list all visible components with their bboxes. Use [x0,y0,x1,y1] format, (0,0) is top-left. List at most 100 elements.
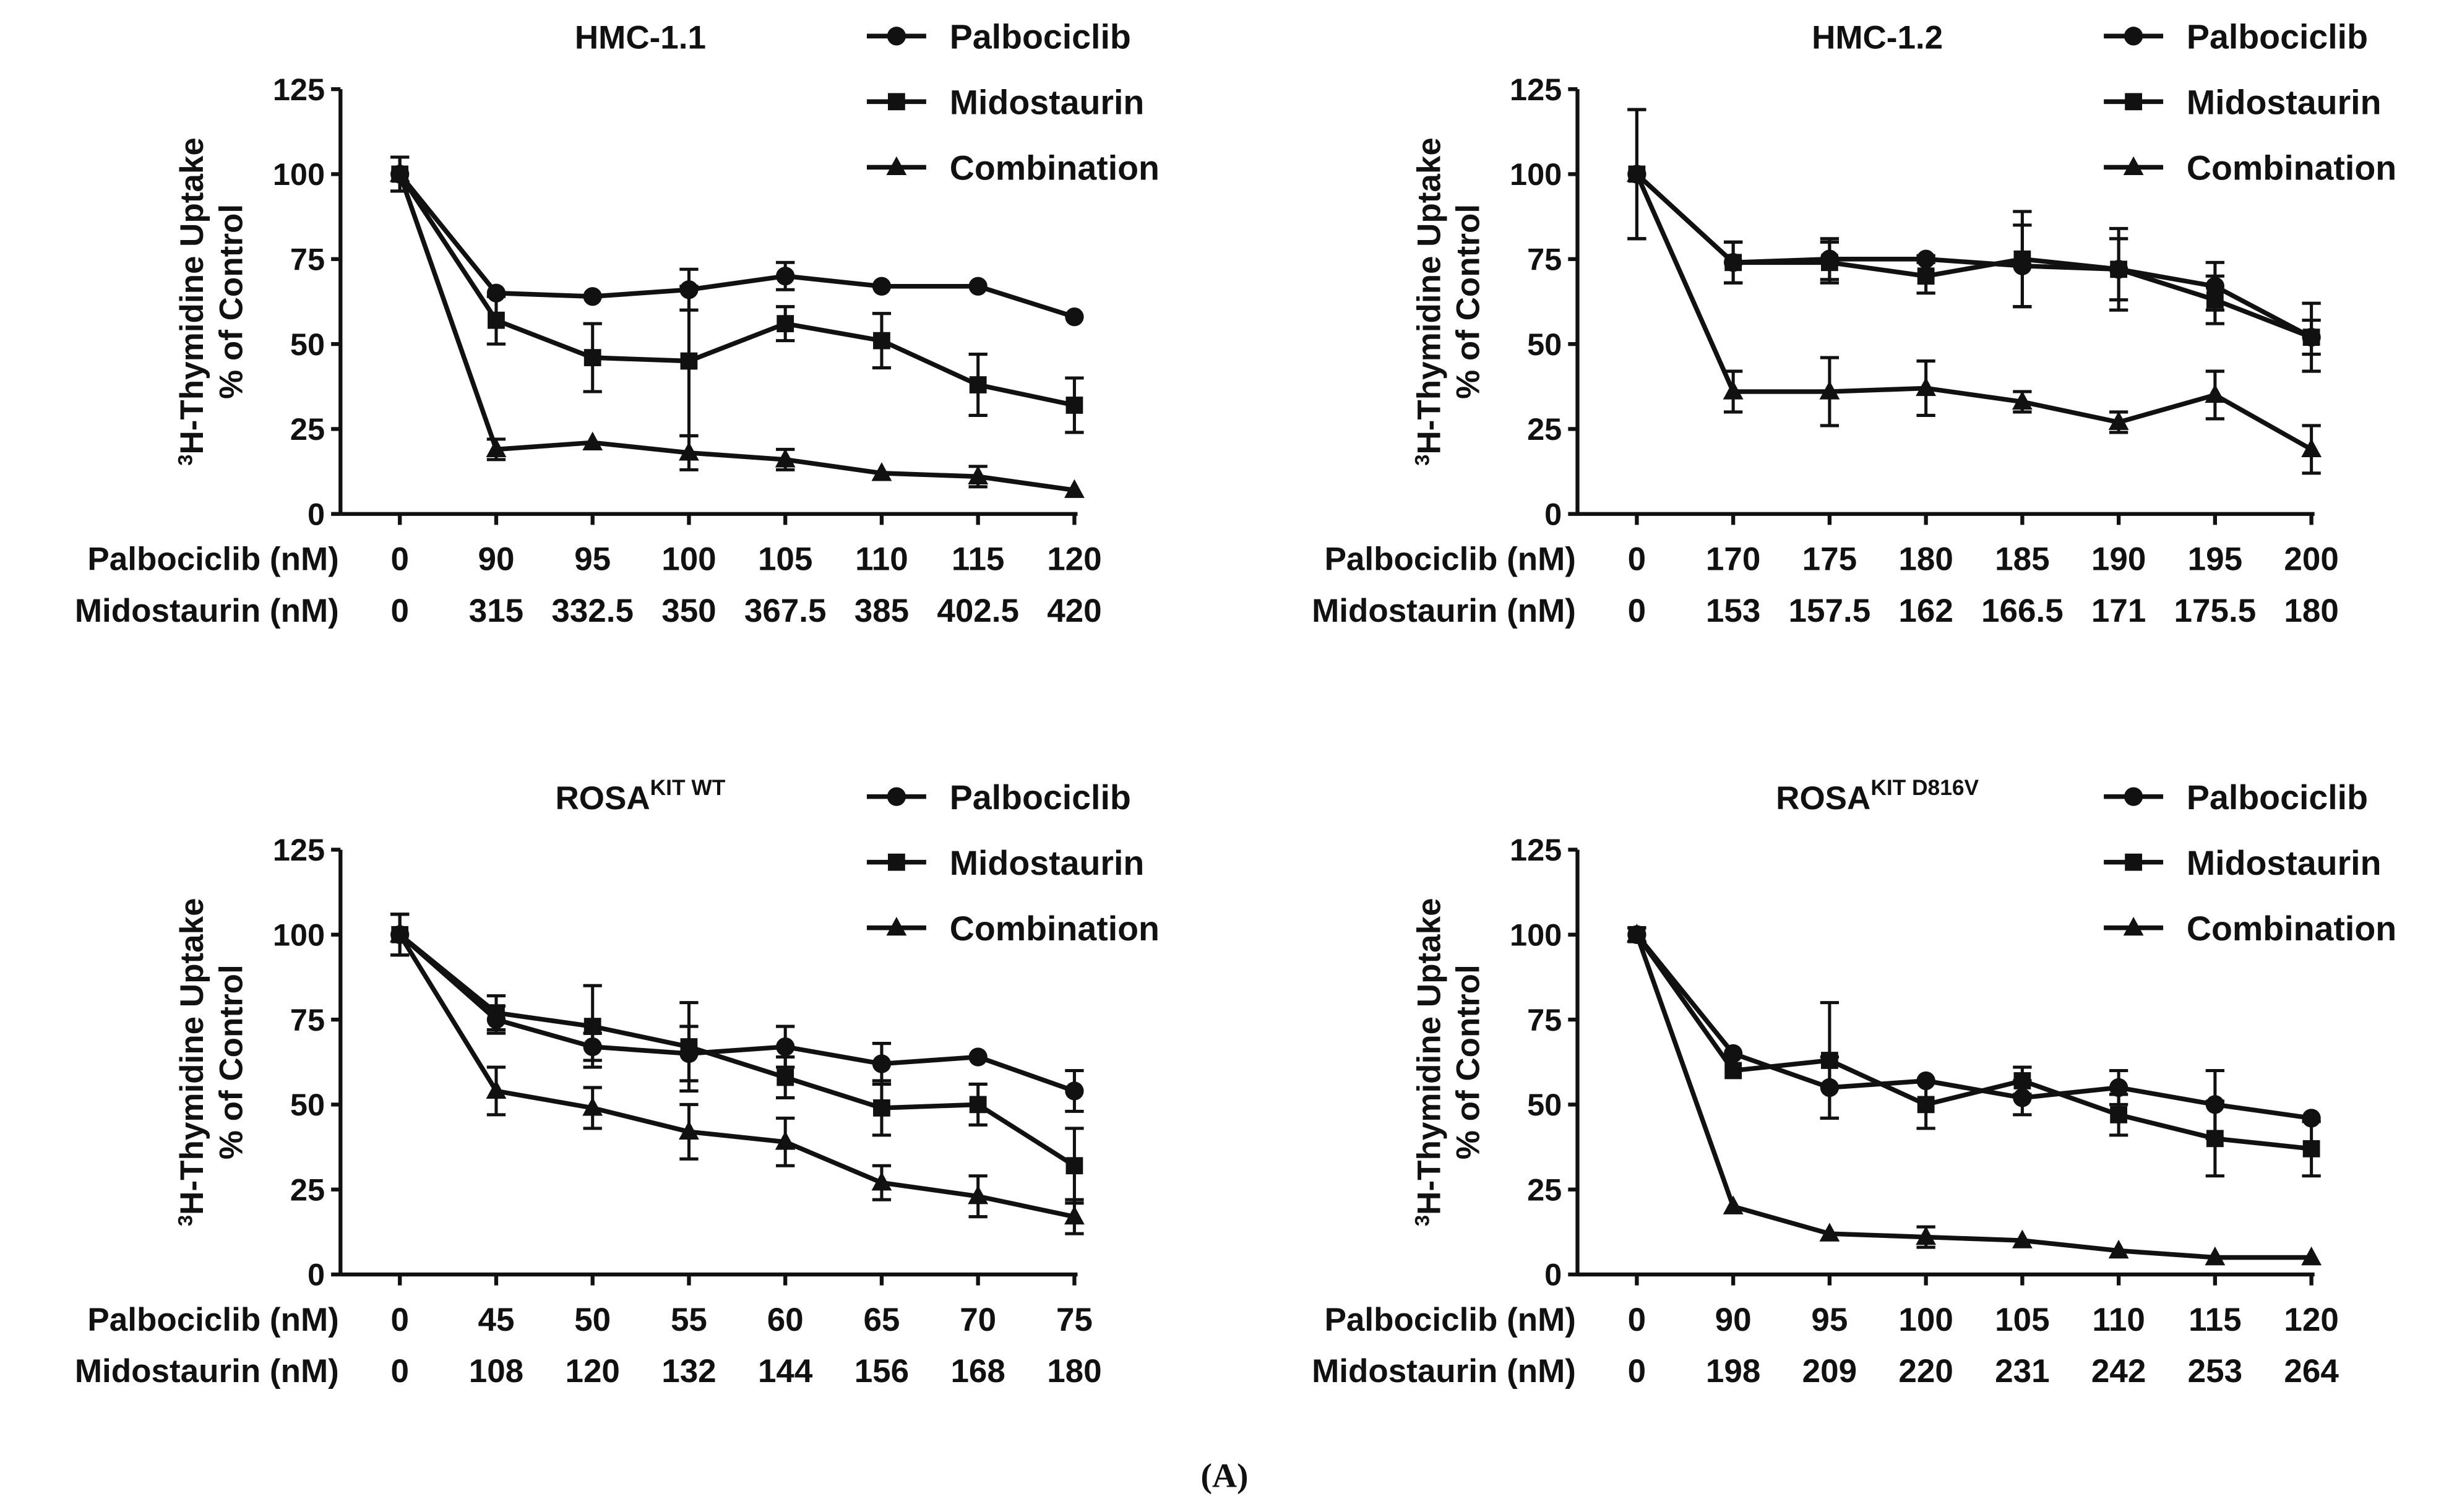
x-tick-label: 332.5 [551,593,634,629]
y-axis-label-line2: % of Control [213,964,249,1159]
data-point [2108,411,2129,431]
x-row-label: Midostaurin (nM) [1312,1353,1576,1390]
data-point [775,449,796,468]
data-point [2110,260,2128,278]
data-point [582,1097,603,1116]
series-line [398,173,1075,319]
y-tick-label: 25 [290,411,325,447]
series-line [397,173,1075,493]
x-tick-label: 144 [758,1353,813,1390]
data-point [1819,380,1840,400]
x-tick-label: 166.5 [1981,593,2064,629]
series-line [397,933,1075,1219]
x-tick-label: 0 [390,593,408,629]
chart-panel-4: ROSAKIT D816V 0 25 50 75 100 125 3H-Thymidine U… [1312,776,2396,1390]
chart-title-superscript: KIT D816V [1870,776,1979,800]
x-tick-label: 90 [1715,1302,1752,1338]
data-point [389,163,410,183]
chart-title: ROSAKIT WT [556,776,726,817]
legend-label: Palbociclib [950,778,1131,817]
square-marker-icon [888,853,905,871]
x-tick-label: 231 [1995,1353,2049,1390]
data-point [2013,1072,2031,1089]
square-marker-icon [2125,93,2142,111]
series-line [1634,173,2313,452]
data-point [679,442,699,461]
data-point [1724,254,1742,272]
data-point [2205,1246,2226,1266]
data-point [776,267,795,286]
data-point [2301,1246,2322,1266]
legend-label: Palbociclib [2187,778,2368,817]
series-line [1634,934,2312,1260]
x-tick-label: 200 [2284,541,2338,578]
x-tick-label: 75 [1056,1302,1093,1338]
x-tick-label: 402.5 [937,593,1019,629]
data-point [389,924,410,943]
data-point [2013,250,2031,268]
x-tick-label: 350 [661,593,716,629]
legend-label: Combination [2187,149,2396,187]
x-tick-label: 115 [2189,1302,2242,1338]
x-tick-label: 0 [390,1353,408,1390]
x-tick-label: 190 [2091,541,2146,578]
x-tick-label: 100 [661,541,716,578]
y-tick-label: 75 [1527,241,1562,277]
data-point [486,438,507,458]
data-point [969,1096,987,1114]
x-tick-label: 108 [469,1353,523,1390]
series-line [398,932,1075,1094]
y-tick-label: 0 [1544,1257,1562,1292]
x-tick-label: 95 [574,541,611,578]
x-tick-label: 65 [863,1302,900,1338]
legend-label: Midostaurin [950,844,1145,882]
y-tick-label: 125 [1510,832,1562,867]
legend-item-midostaurin: Midostaurin [866,844,1145,882]
y-tick-label: 0 [1544,496,1562,531]
x-tick-label: 45 [478,1302,514,1338]
x-tick-label: 100 [1898,1302,1953,1338]
figure-caption: (A) [1200,1457,1248,1495]
x-tick-label: 115 [952,541,1005,578]
triangle-marker-icon [2123,156,2144,175]
data-point [1064,1205,1085,1225]
data-point [1723,1195,1744,1214]
data-point [872,1054,892,1073]
x-tick-label: 420 [1047,593,1101,629]
data-point [488,1004,505,1021]
legend-item-midostaurin: Midostaurin [2104,84,2382,122]
y-tick-label: 0 [308,1257,325,1292]
y-axis-label: 3H-Thymidine Uptake [1411,137,1448,466]
series-midostaurin [390,913,1084,1205]
x-row-label: Palbociclib (nM) [87,541,338,578]
data-point [1626,924,1647,943]
data-point [968,1185,989,1205]
data-point [1065,307,1084,327]
data-point [583,349,601,366]
chart-title: HMC-1.1 [575,20,706,56]
data-point [680,352,698,370]
series-line [1635,172,2312,340]
y-axis-label-line2: % of Control [213,204,249,399]
x-tick-label: 180 [2284,593,2338,629]
x-tick-label: 95 [1811,1302,1848,1338]
x-row-label: Palbociclib (nM) [87,1302,338,1338]
data-point [968,277,988,296]
y-tick-label: 0 [308,496,325,531]
triangle-marker-icon [886,916,907,936]
x-tick-label: 220 [1898,1353,1953,1390]
series-combination [1626,924,2322,1266]
x-row-label: Palbociclib (nM) [1325,541,1576,578]
circle-marker-icon [2124,27,2143,46]
x-tick-label: 60 [767,1302,804,1338]
x-tick-label: 170 [1706,541,1760,578]
data-point [2012,1229,2033,1248]
legend-item-palbociclib: Palbociclib [866,18,1131,56]
y-axis-label-superscript: 3 [173,1215,196,1226]
data-point [1819,1222,1840,1242]
chart-title-text: ROSA [1776,780,1870,817]
x-tick-label: 110 [2092,1302,2145,1338]
y-tick-label: 50 [290,327,325,362]
data-point [1916,1226,1937,1245]
chart-title-text: HMC-1.2 [1812,20,1943,56]
